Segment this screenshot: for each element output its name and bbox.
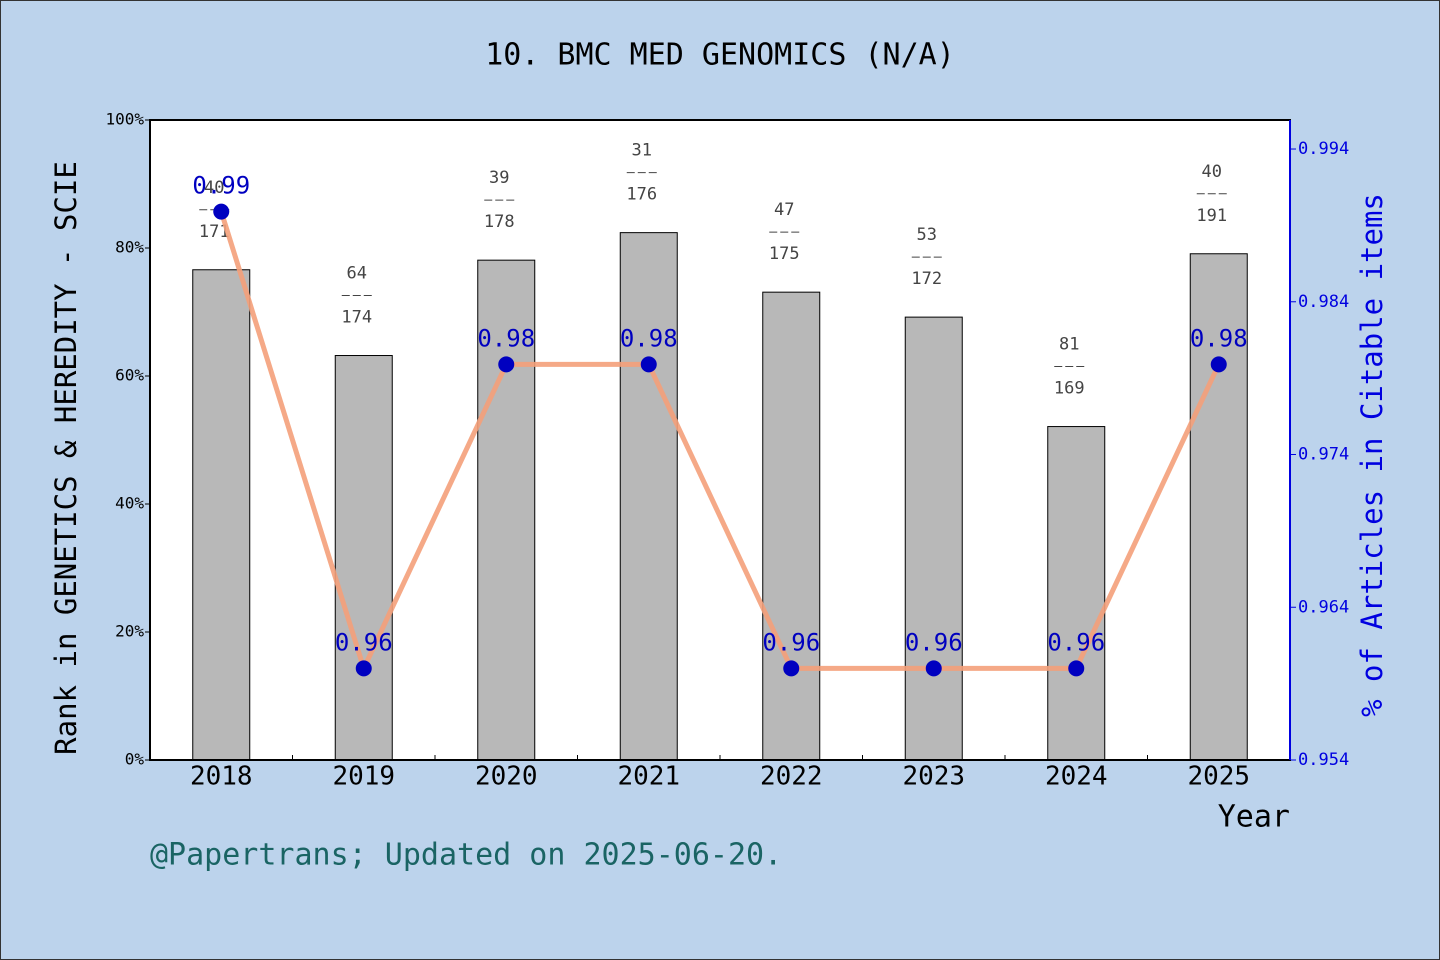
x-axis-label: Year [1218, 800, 1290, 835]
bar [1047, 426, 1106, 761]
line-marker [1068, 660, 1085, 677]
line [218, 210, 1222, 676]
value-label: 0.98 [477, 324, 535, 352]
line-marker [213, 203, 230, 220]
rank-label: 40 [204, 178, 224, 198]
x-tick-label: 2021 [617, 762, 680, 792]
bar [619, 232, 678, 761]
y2-tick-label: 0.974 [1298, 445, 1349, 465]
y-tick-label: 0% [125, 750, 145, 769]
total-label: 175 [769, 244, 800, 264]
line-marker [1210, 356, 1227, 373]
x-tick-label: 2020 [475, 762, 538, 792]
line-marker [640, 356, 657, 373]
total-label: 191 [1196, 206, 1227, 226]
y2-tick-label: 0.984 [1298, 292, 1349, 312]
rank-label: 31 [632, 141, 652, 161]
y2-tick-label: 0.964 [1298, 597, 1349, 617]
rank-label: 53 [917, 225, 937, 245]
x-tick-label: 2018 [190, 762, 253, 792]
value-label: 0.99 [192, 172, 250, 200]
x-tick-label: 2024 [1045, 762, 1108, 792]
y-tick-label: 40% [115, 494, 144, 513]
rank-label: 81 [1059, 335, 1079, 355]
line-marker [783, 660, 800, 677]
total-label: 178 [484, 212, 515, 232]
total-label: 169 [1054, 379, 1085, 399]
x-tick-label: 2025 [1187, 762, 1250, 792]
bar [477, 259, 536, 761]
y-tick-label: 60% [115, 366, 144, 385]
x-tick-label: 2019 [332, 762, 395, 792]
y-tick-label: 80% [115, 238, 144, 257]
value-label: 0.96 [1047, 628, 1105, 656]
footer: @Papertrans; Updated on 2025-06-20. [150, 838, 782, 873]
y-tick-label: 100% [105, 110, 144, 129]
y-axis-label: Rank in GENETICS & HEREDITY - SCIE [49, 161, 83, 755]
bar [762, 291, 821, 761]
y2-tick-label: 0.994 [1298, 139, 1349, 159]
rank-label: 40 [1202, 162, 1222, 182]
bar [192, 269, 251, 761]
total-label: 174 [341, 308, 372, 328]
plot-area [150, 120, 1290, 760]
x-tick-label: 2023 [902, 762, 965, 792]
total-label: 171 [199, 222, 230, 242]
bar [1189, 253, 1248, 761]
line-marker [925, 660, 942, 677]
value-label: 0.96 [335, 628, 393, 656]
line-marker [355, 660, 372, 677]
value-label: 0.96 [762, 628, 820, 656]
value-label: 0.98 [1190, 324, 1248, 352]
y2-axis-label: % of Articles in Citable items [1355, 193, 1389, 717]
y2-tick-label: 0.954 [1298, 750, 1349, 770]
value-label: 0.96 [905, 628, 963, 656]
rank-label: 39 [489, 168, 509, 188]
value-label: 0.98 [620, 324, 678, 352]
total-label: 172 [911, 269, 942, 289]
y-tick-label: 20% [115, 622, 144, 641]
x-tick-label: 2022 [760, 762, 823, 792]
rank-label: 64 [347, 264, 367, 284]
bar [334, 355, 393, 761]
total-label: 176 [626, 185, 657, 205]
line-marker [498, 356, 515, 373]
chart-title: 10. BMC MED GENOMICS (N/A) [485, 38, 955, 73]
rank-label: 47 [774, 200, 794, 220]
bar [904, 316, 963, 761]
